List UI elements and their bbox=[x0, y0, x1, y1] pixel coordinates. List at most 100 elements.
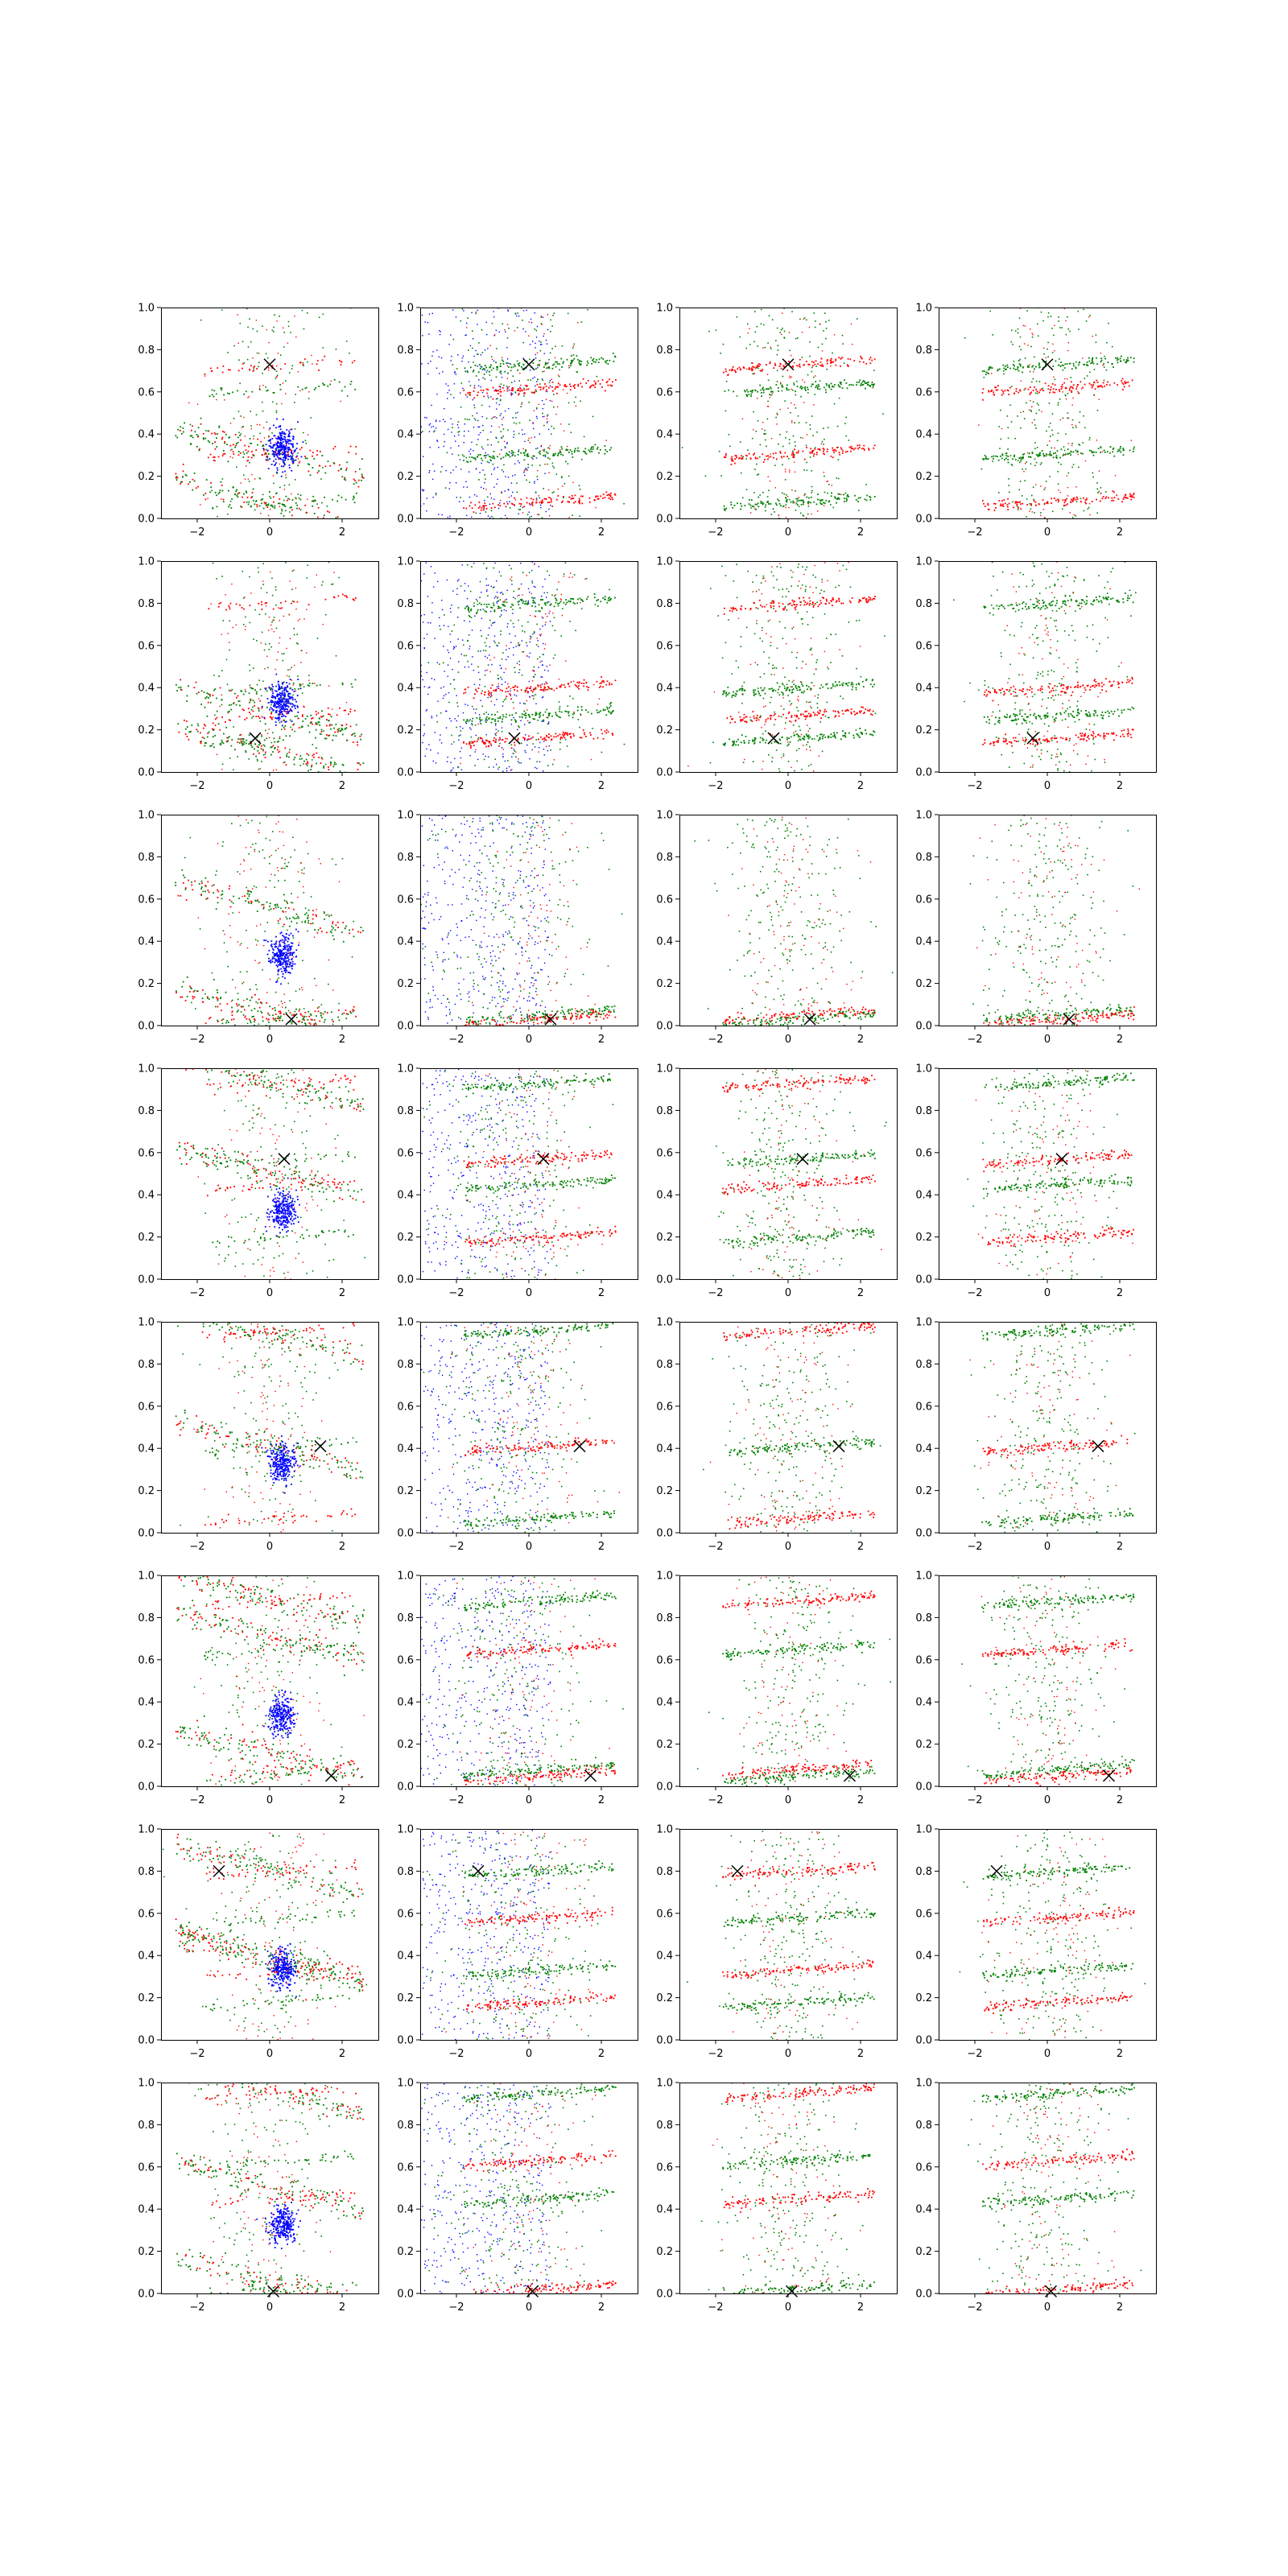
blue-point bbox=[512, 475, 514, 477]
blue-point bbox=[282, 471, 284, 473]
blue-point bbox=[490, 693, 492, 696]
red-point bbox=[1121, 378, 1124, 380]
red-point bbox=[244, 629, 246, 630]
green-point bbox=[464, 367, 466, 369]
red-point bbox=[830, 365, 832, 367]
red-point bbox=[580, 382, 582, 385]
red-point bbox=[792, 366, 795, 368]
green-point bbox=[485, 511, 487, 513]
red-point bbox=[611, 385, 613, 386]
green-point bbox=[580, 321, 583, 323]
green-point bbox=[263, 649, 266, 651]
blue-point bbox=[279, 686, 280, 688]
blue-point bbox=[278, 716, 280, 718]
green-point bbox=[762, 324, 765, 326]
green-point bbox=[1117, 358, 1120, 361]
red-point bbox=[1008, 394, 1009, 395]
blue-point bbox=[283, 438, 285, 440]
green-point bbox=[799, 386, 802, 389]
green-point bbox=[254, 689, 256, 691]
red-point bbox=[227, 633, 229, 634]
green-point bbox=[274, 747, 276, 749]
red-point bbox=[1122, 383, 1125, 386]
red-point bbox=[1066, 497, 1068, 500]
red-point bbox=[243, 493, 245, 495]
blue-point bbox=[287, 708, 289, 710]
red-point bbox=[830, 361, 832, 363]
blue-point bbox=[282, 445, 284, 448]
red-point bbox=[535, 389, 537, 391]
subplot-r1-c1: −2 0 20.00.20.40.60.81.0 bbox=[138, 303, 379, 539]
green-point bbox=[535, 448, 537, 450]
blue-point bbox=[283, 444, 285, 446]
blue-point bbox=[291, 443, 293, 445]
green-point bbox=[572, 347, 574, 349]
green-point bbox=[195, 681, 197, 683]
red-point bbox=[228, 605, 229, 606]
red-point bbox=[569, 389, 572, 391]
green-point bbox=[360, 774, 361, 775]
green-point bbox=[500, 383, 502, 385]
red-point bbox=[834, 448, 836, 451]
green-point bbox=[720, 353, 721, 354]
red-point bbox=[1039, 389, 1042, 391]
blue-point bbox=[287, 698, 290, 700]
blue-point bbox=[421, 314, 423, 316]
green-point bbox=[607, 363, 609, 365]
green-point bbox=[832, 385, 834, 387]
green-point bbox=[481, 404, 483, 407]
red-point bbox=[485, 388, 488, 390]
red-point bbox=[349, 725, 352, 728]
red-point bbox=[1052, 391, 1055, 393]
green-point bbox=[275, 588, 277, 591]
red-point bbox=[253, 438, 254, 440]
x-marker bbox=[782, 358, 795, 371]
red-point bbox=[998, 500, 1001, 502]
blue-point bbox=[283, 693, 286, 696]
green-point bbox=[208, 395, 211, 398]
blue-point bbox=[291, 452, 294, 455]
blue-point bbox=[471, 663, 473, 665]
green-point bbox=[362, 477, 365, 479]
green-point bbox=[807, 374, 809, 376]
red-point bbox=[193, 473, 196, 474]
blue-point bbox=[518, 645, 520, 646]
green-point bbox=[998, 426, 1001, 427]
blue-point bbox=[292, 438, 295, 440]
red-point bbox=[545, 390, 547, 392]
blue-point bbox=[280, 704, 282, 706]
red-point bbox=[1092, 385, 1094, 387]
red-point bbox=[229, 449, 232, 452]
green-point bbox=[547, 414, 549, 416]
blue-point bbox=[265, 459, 267, 461]
green-point bbox=[204, 724, 206, 727]
red-point bbox=[724, 454, 727, 456]
green-point bbox=[246, 739, 248, 741]
red-point bbox=[519, 387, 522, 390]
green-point bbox=[564, 482, 566, 485]
green-point bbox=[776, 327, 778, 329]
green-point bbox=[262, 449, 265, 452]
red-point bbox=[200, 741, 201, 743]
green-point bbox=[770, 390, 772, 393]
green-point bbox=[573, 357, 576, 360]
green-point bbox=[289, 511, 291, 513]
green-point bbox=[242, 451, 245, 453]
green-point bbox=[553, 454, 555, 456]
green-point bbox=[349, 352, 350, 354]
blue-point bbox=[281, 698, 283, 700]
green-point bbox=[184, 733, 187, 735]
red-point bbox=[277, 651, 279, 653]
green-point bbox=[1020, 458, 1022, 460]
green-point bbox=[785, 497, 787, 499]
green-point bbox=[222, 449, 225, 452]
green-point bbox=[489, 456, 490, 457]
green-point bbox=[469, 456, 471, 458]
green-point bbox=[291, 455, 294, 456]
red-point bbox=[526, 388, 528, 390]
red-point bbox=[268, 429, 270, 431]
green-point bbox=[522, 341, 524, 344]
red-point bbox=[335, 723, 337, 725]
red-point bbox=[803, 458, 806, 460]
blue-point bbox=[522, 433, 524, 436]
